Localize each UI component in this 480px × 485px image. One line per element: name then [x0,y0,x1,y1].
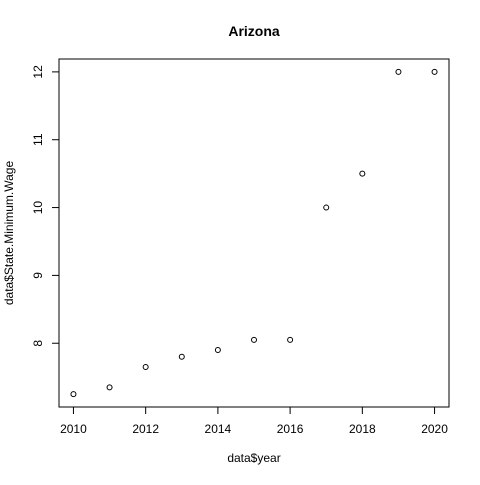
x-tick-label: 2014 [205,422,232,436]
y-axis-ticks: 8 9 10 11 12 [31,65,60,347]
data-point [142,363,149,370]
data-point [178,353,185,360]
chart-title: Arizona [228,23,280,39]
y-tick-label: 10 [31,201,45,215]
x-axis-label: data$year [227,451,280,465]
data-point [287,336,294,343]
data-point [106,384,113,391]
y-tick-label: 11 [31,133,45,146]
x-tick-label: 2016 [277,422,304,436]
data-point [323,204,330,211]
x-tick-label: 2020 [421,422,448,436]
data-point [431,68,438,75]
data-point [70,391,77,398]
data-point [395,68,402,75]
x-tick-label: 2010 [60,422,87,436]
y-tick-label: 8 [31,340,45,347]
y-axis-label: data$State.Minimum.Wage [2,161,16,306]
x-tick-label: 2018 [349,422,376,436]
data-point [359,170,366,177]
x-axis-ticks: 2010 2012 2014 2016 2018 2020 [60,406,448,436]
x-tick-label: 2012 [132,422,159,436]
data-point [214,347,221,354]
plot-frame [58,58,450,408]
y-tick-label: 9 [31,272,45,279]
data-point [251,336,257,343]
y-tick-label: 12 [31,65,45,79]
data-points [70,68,438,398]
